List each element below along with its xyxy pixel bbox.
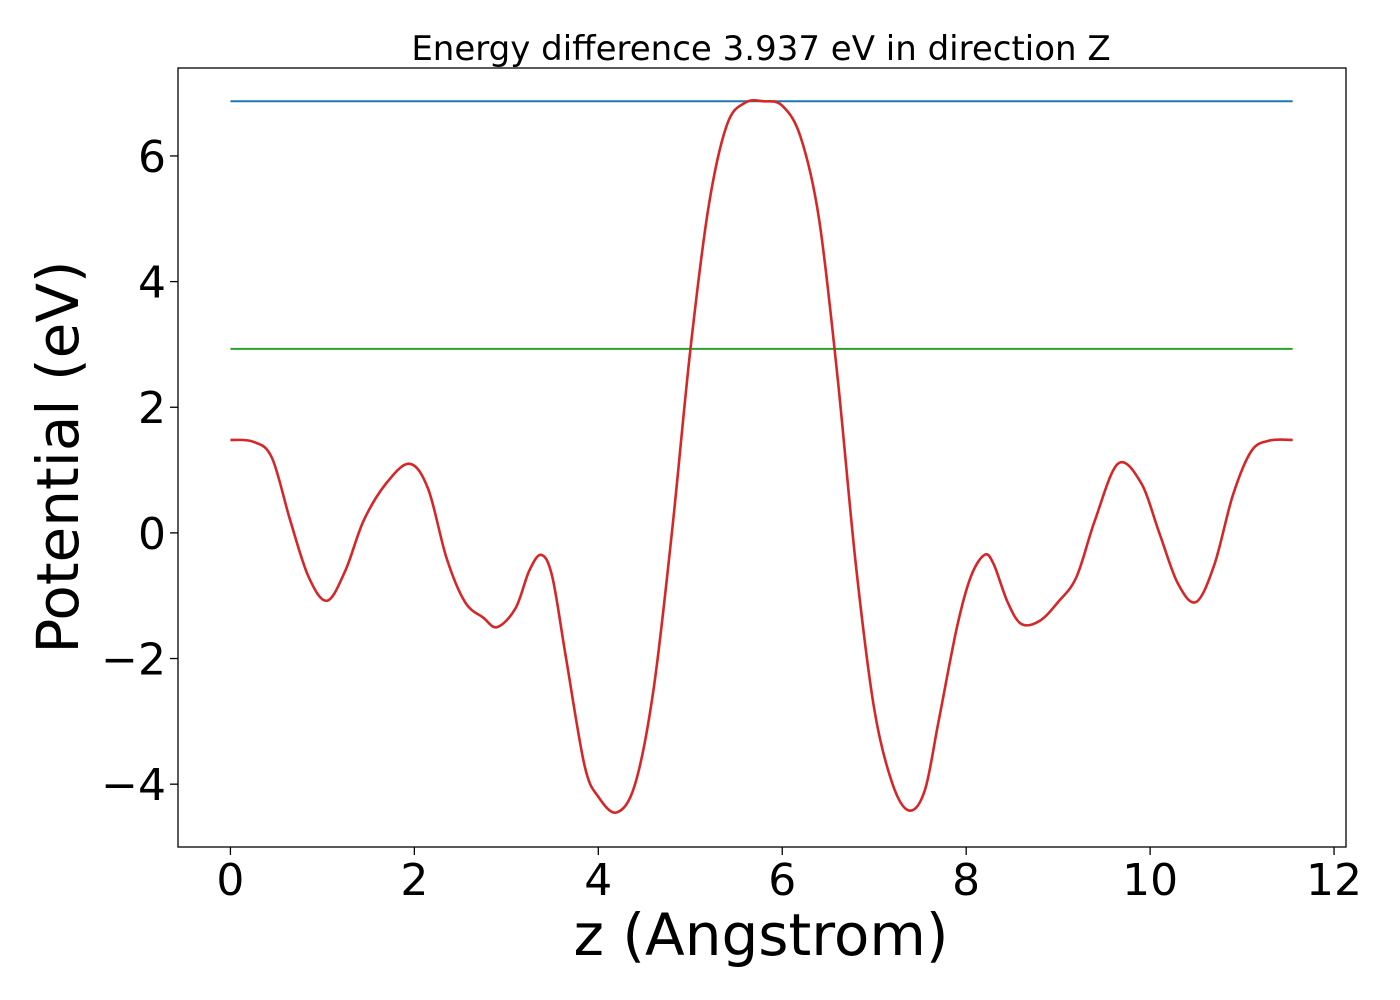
y-axis: −4 −2 0 2 4 6 bbox=[101, 132, 178, 811]
y-tick-label: 0 bbox=[138, 509, 166, 560]
y-tick-label: 4 bbox=[138, 258, 166, 309]
chart-title: Energy difference 3.937 eV in direction … bbox=[411, 29, 1110, 69]
y-axis-label: Potential (eV) bbox=[24, 260, 92, 653]
y-tick-label: −2 bbox=[101, 635, 166, 686]
x-tick-label: 8 bbox=[952, 855, 980, 906]
x-tick-label: 2 bbox=[400, 855, 428, 906]
x-axis: 0 2 4 6 8 10 12 bbox=[216, 847, 1362, 906]
y-tick-label: 6 bbox=[138, 132, 166, 183]
y-tick-label: 2 bbox=[138, 383, 166, 434]
x-tick-label: 0 bbox=[216, 855, 244, 906]
x-tick-label: 4 bbox=[584, 855, 612, 906]
x-axis-label: z (Angstrom) bbox=[574, 901, 949, 969]
x-tick-label: 10 bbox=[1122, 855, 1178, 906]
y-tick-label: −4 bbox=[101, 760, 166, 811]
x-tick-label: 12 bbox=[1306, 855, 1362, 906]
x-tick-label: 6 bbox=[768, 855, 796, 906]
plot-area-frame bbox=[177, 67, 1347, 848]
series-red-curve bbox=[230, 98, 1293, 814]
series-layer bbox=[230, 98, 1293, 814]
